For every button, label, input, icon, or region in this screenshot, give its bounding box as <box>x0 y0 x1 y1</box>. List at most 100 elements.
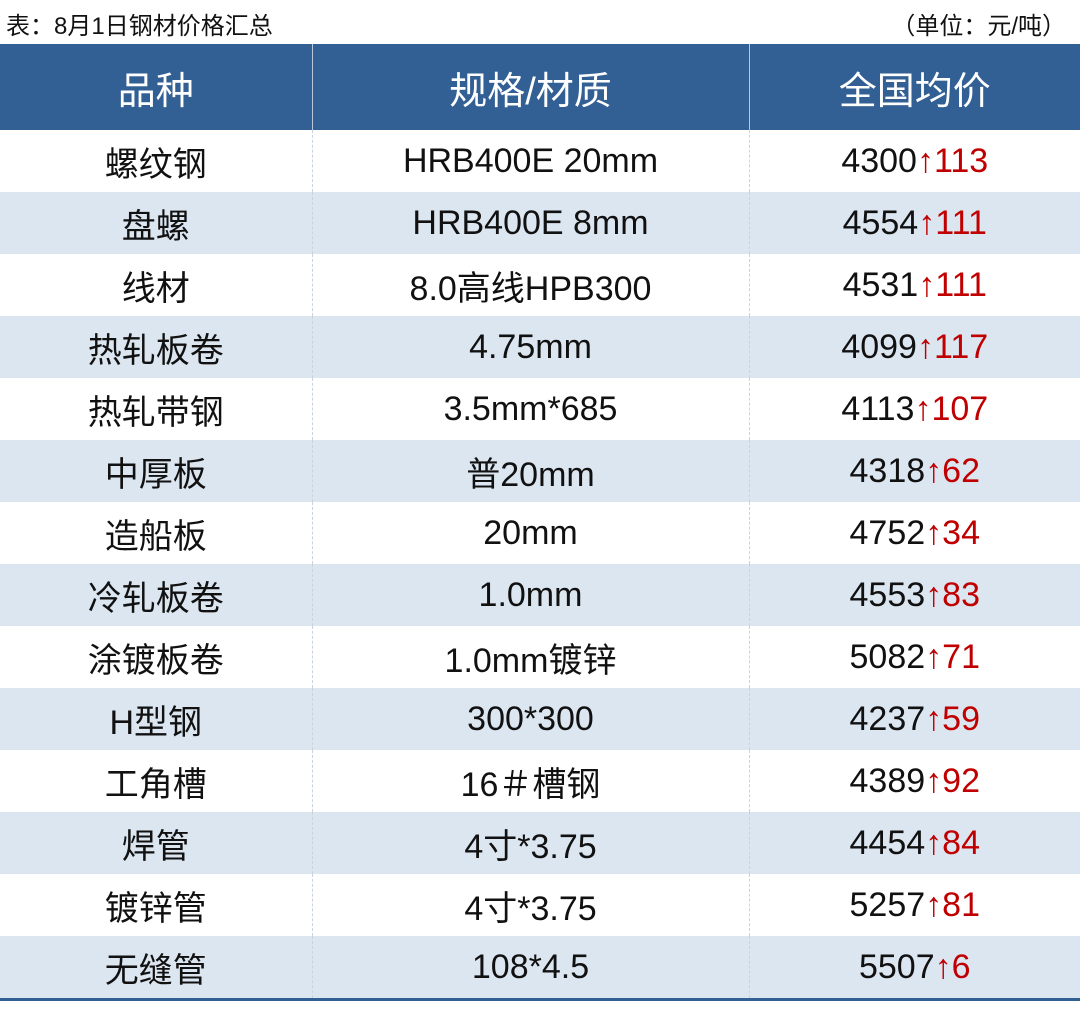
up-arrow-icon: ↑ <box>925 699 943 738</box>
price-value: 4300 <box>841 141 917 180</box>
price-value: 5082 <box>849 637 926 676</box>
price-cell: 5507↑6 <box>748 936 1080 1001</box>
table-row: 造船板 20mm 4752↑34 <box>0 502 1080 564</box>
spec-cell: 20mm <box>311 502 749 564</box>
price-value: 4553 <box>849 575 926 614</box>
spec-cell: 3.5mm*685 <box>311 378 749 440</box>
table-row: 热轧板卷 4.75mm 4099↑117 <box>0 316 1080 378</box>
up-arrow-icon: ↑ <box>934 947 952 986</box>
price-change: 62 <box>942 451 980 490</box>
spec-cell: HRB400E 20mm <box>311 130 749 192</box>
price-cell: 4237↑59 <box>748 688 1080 750</box>
spec-cell: 普20mm <box>311 440 749 502</box>
up-arrow-icon: ↑ <box>925 761 943 800</box>
variety-cell: 造船板 <box>104 517 207 556</box>
price-cell: 5257↑81 <box>748 874 1080 936</box>
up-arrow-icon: ↑ <box>925 451 943 490</box>
price-cell: 5082↑71 <box>748 626 1080 688</box>
price-change: 84 <box>942 823 980 862</box>
variety-cell: 工角槽 <box>104 765 207 804</box>
spec-cell: 108*4.5 <box>311 936 749 1001</box>
price-cell: 4554↑111 <box>748 192 1080 254</box>
price-value: 4531 <box>842 265 919 304</box>
table-row: 工角槽 16＃槽钢 4389↑92 <box>0 750 1080 812</box>
variety-cell: 冷轧板卷 <box>0 564 312 626</box>
price-value: 4752 <box>849 513 926 552</box>
price-value: 4318 <box>849 451 926 490</box>
price-change: 111 <box>935 203 987 242</box>
price-change: 6 <box>951 947 971 986</box>
spec-cell: 1.0mm <box>311 564 749 626</box>
variety-cell: 焊管 <box>0 812 312 874</box>
up-arrow-icon: ↑ <box>925 823 943 862</box>
header-spec: 规格/材质 <box>311 44 749 130</box>
header-variety: 品种 <box>0 44 312 130</box>
table-row: 线材 8.0高线HPB300 4531↑111 <box>0 254 1080 316</box>
price-cell: 4113↑107 <box>748 378 1080 440</box>
table-row: 焊管 4寸*3.75 4454↑84 <box>0 812 1080 874</box>
variety-cell: 热轧板卷 <box>0 316 312 378</box>
table-row: 镀锌管 4寸*3.75 5257↑81 <box>0 874 1080 936</box>
up-arrow-icon: ↑ <box>916 327 934 366</box>
price-change: 81 <box>942 885 980 924</box>
price-cell: 4389↑92 <box>748 750 1080 812</box>
variety-cell: 无缝管 <box>0 936 312 1001</box>
variety-cell: 线材 <box>121 269 190 308</box>
up-arrow-icon: ↑ <box>925 513 943 552</box>
price-cell: 4099↑117 <box>748 316 1080 378</box>
price-change: 83 <box>942 575 980 614</box>
price-change: 59 <box>942 699 980 738</box>
price-change: 111 <box>935 265 987 304</box>
up-arrow-icon: ↑ <box>925 575 943 614</box>
up-arrow-icon: ↑ <box>925 885 943 924</box>
price-change: 92 <box>942 761 980 800</box>
spec-cell: 16＃槽钢 <box>311 750 749 812</box>
price-cell: 4300↑113 <box>748 130 1080 192</box>
variety-cell: 涂镀板卷 <box>87 641 224 680</box>
spec-cell: 4寸*3.75 <box>311 812 749 874</box>
price-value: 5257 <box>849 885 926 924</box>
price-change: 107 <box>931 389 989 428</box>
price-change: 113 <box>933 141 989 180</box>
table-title: 表：8月1日钢材价格汇总 <box>6 13 273 40</box>
table-row: 冷轧板卷 1.0mm 4553↑83 <box>0 564 1080 626</box>
price-cell: 4752↑34 <box>748 502 1080 564</box>
variety-cell: H型钢 <box>0 688 312 750</box>
spec-cell: 4寸*3.75 <box>311 874 749 936</box>
price-cell: 4454↑84 <box>748 812 1080 874</box>
caption: 表：8月1日钢材价格汇总 （单位：元/吨） <box>0 0 1080 44</box>
price-cell: 4318↑62 <box>748 440 1080 502</box>
up-arrow-icon: ↑ <box>918 265 936 304</box>
table-row: 无缝管 108*4.5 5507↑6 <box>0 936 1080 1001</box>
price-value: 4554 <box>842 203 919 242</box>
spec-cell: 300*300 <box>311 688 749 750</box>
price-change: 34 <box>942 513 980 552</box>
table-row: 中厚板 普20mm 4318↑62 <box>0 440 1080 502</box>
spec-cell: HRB400E 8mm <box>311 192 749 254</box>
price-value: 5507 <box>858 947 935 986</box>
table-row: H型钢 300*300 4237↑59 <box>0 688 1080 750</box>
table-row: 热轧带钢 3.5mm*685 4113↑107 <box>0 378 1080 440</box>
unit-label: （单位：元/吨） <box>891 13 1066 40</box>
price-value: 4113 <box>841 389 915 428</box>
table-row: 盘螺 HRB400E 8mm 4554↑111 <box>0 192 1080 254</box>
table-row: 涂镀板卷 1.0mm镀锌 5082↑71 <box>0 626 1080 688</box>
table-row: 螺纹钢 HRB400E 20mm 4300↑113 <box>0 130 1080 192</box>
steel-price-table: 品种 规格/材质 全国均价 螺纹钢 HRB400E 20mm 4300↑113 盘螺 H… <box>0 44 1080 1001</box>
variety-cell: 中厚板 <box>0 440 312 502</box>
header-row: 品种 规格/材质 全国均价 <box>0 44 1080 130</box>
price-value: 4099 <box>841 327 917 366</box>
price-cell: 4531↑111 <box>748 254 1080 316</box>
up-arrow-icon: ↑ <box>925 637 943 676</box>
spec-cell: 1.0mm镀锌 <box>311 626 749 688</box>
spec-cell: 4.75mm <box>311 316 749 378</box>
header-price: 全国均价 <box>748 44 1080 130</box>
variety-cell: 盘螺 <box>0 192 312 254</box>
price-value: 4454 <box>849 823 926 862</box>
variety-cell: 螺纹钢 <box>104 145 207 184</box>
up-arrow-icon: ↑ <box>916 141 934 180</box>
up-arrow-icon: ↑ <box>914 389 932 428</box>
price-value: 4389 <box>849 761 926 800</box>
price-change: 71 <box>942 637 980 676</box>
up-arrow-icon: ↑ <box>918 203 936 242</box>
